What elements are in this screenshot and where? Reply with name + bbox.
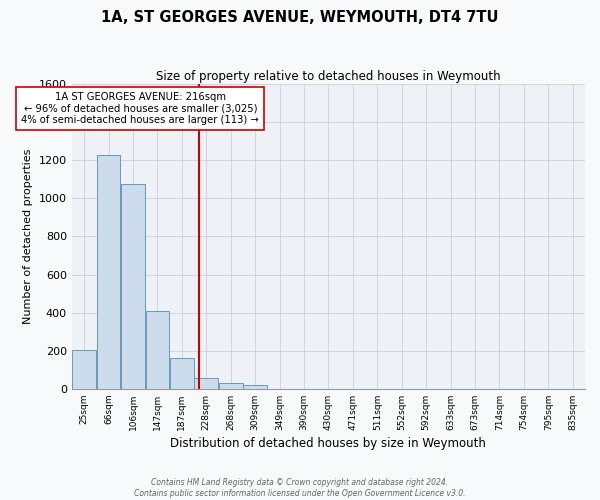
- Text: Contains HM Land Registry data © Crown copyright and database right 2024.
Contai: Contains HM Land Registry data © Crown c…: [134, 478, 466, 498]
- Text: 1A, ST GEORGES AVENUE, WEYMOUTH, DT4 7TU: 1A, ST GEORGES AVENUE, WEYMOUTH, DT4 7TU: [101, 10, 499, 25]
- Bar: [146, 311, 169, 389]
- Bar: [194, 378, 218, 389]
- Bar: [170, 358, 194, 389]
- Bar: [219, 383, 242, 389]
- X-axis label: Distribution of detached houses by size in Weymouth: Distribution of detached houses by size …: [170, 437, 487, 450]
- Y-axis label: Number of detached properties: Number of detached properties: [23, 149, 34, 324]
- Bar: [243, 385, 267, 389]
- Bar: [72, 350, 96, 389]
- Bar: [97, 154, 121, 389]
- Bar: [121, 184, 145, 389]
- Text: 1A ST GEORGES AVENUE: 216sqm
← 96% of detached houses are smaller (3,025)
4% of : 1A ST GEORGES AVENUE: 216sqm ← 96% of de…: [22, 92, 259, 125]
- Title: Size of property relative to detached houses in Weymouth: Size of property relative to detached ho…: [156, 70, 501, 83]
